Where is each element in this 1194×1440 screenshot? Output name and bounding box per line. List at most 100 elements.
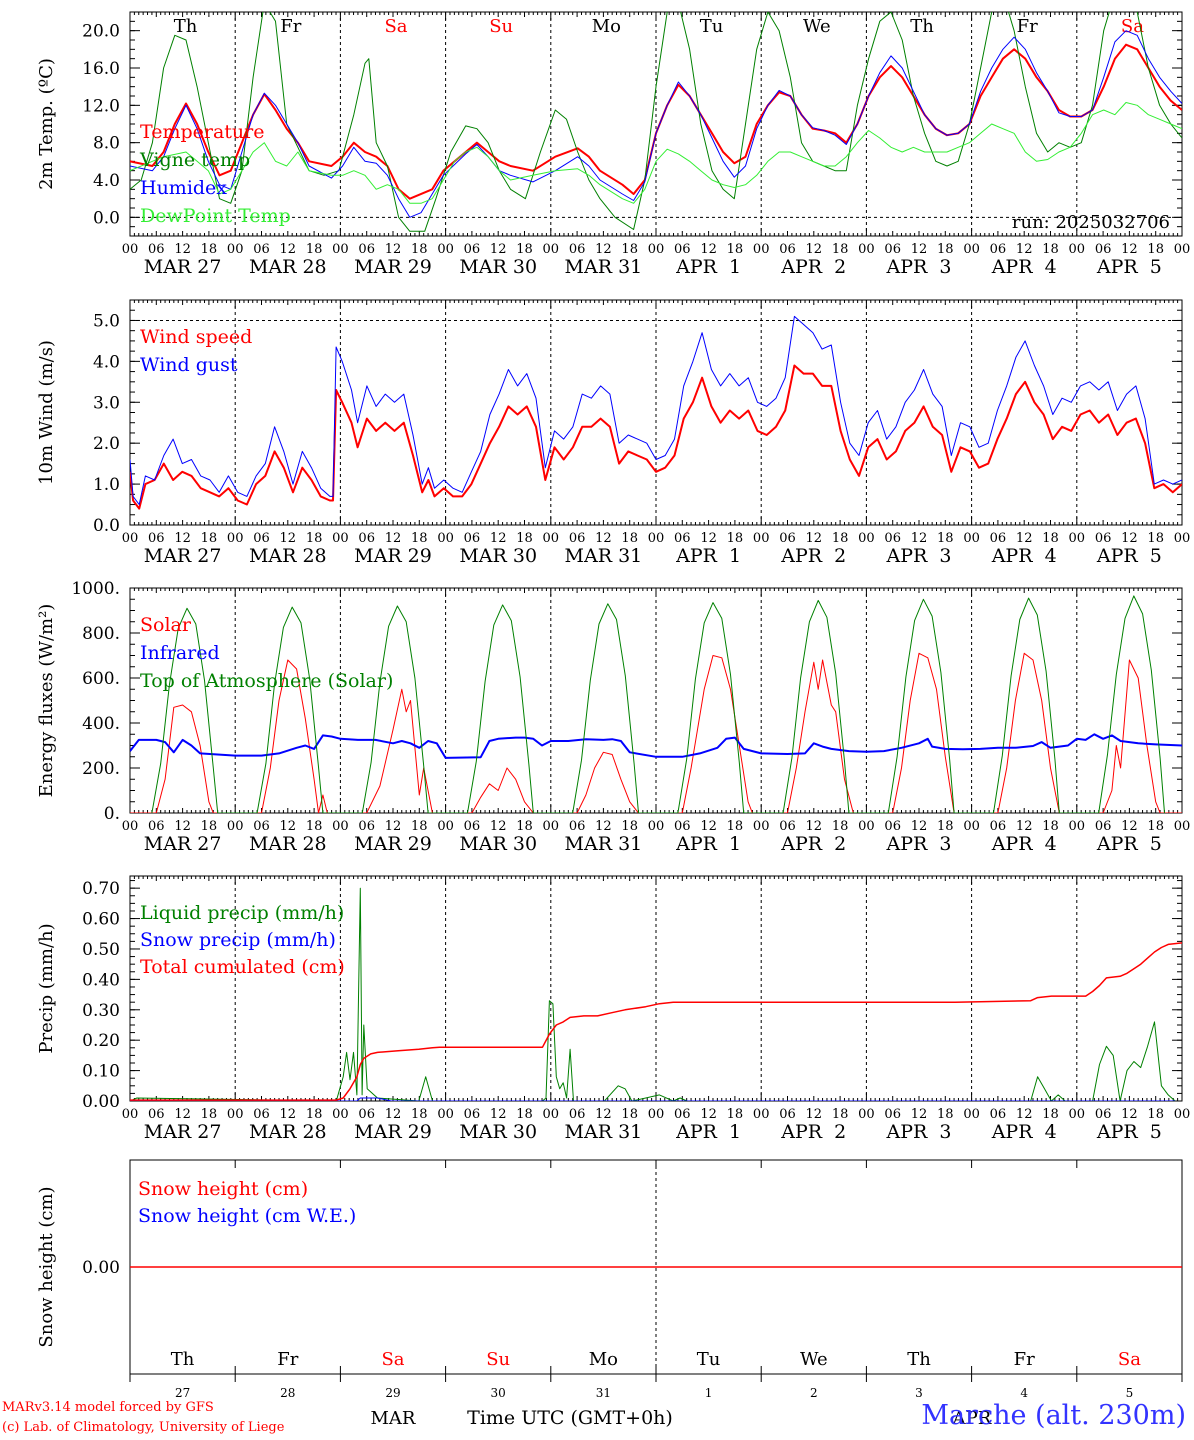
hour-tick-label: 18 <box>832 242 849 257</box>
day-name-label: Sa <box>1121 16 1144 37</box>
hour-tick-label: 12 <box>174 819 191 834</box>
hour-tick-label: 00 <box>122 531 139 546</box>
date-label: APR 1 <box>675 256 741 278</box>
hour-tick-label: 00 <box>227 819 244 834</box>
series-line-total-cumulated-cm- <box>130 942 1182 1101</box>
hour-tick-label: 00 <box>1174 242 1191 257</box>
hour-tick-label: 12 <box>806 1107 823 1122</box>
series-line-vigne-temp <box>130 12 1182 232</box>
y-tick-label: 800. <box>82 624 120 644</box>
legend-entry: Humidex <box>140 177 227 199</box>
y-tick-label: 3.0 <box>93 393 120 413</box>
hour-tick-label: 12 <box>280 1107 297 1122</box>
hour-tick-label: 12 <box>385 1107 402 1122</box>
series-line-dewpoint-temp <box>130 102 1182 204</box>
legend-entry: Top of Atmosphere (Solar) <box>140 670 393 692</box>
hour-tick-label: 06 <box>990 819 1007 834</box>
legend-entry: Snow precip (mm/h) <box>140 929 336 951</box>
y-tick-label: 4.0 <box>93 171 120 191</box>
legend-entry: Snow height (cm) <box>138 1178 308 1200</box>
date-label: APR 1 <box>675 1121 741 1143</box>
hour-tick-label: 00 <box>1174 819 1191 834</box>
legend-entry: Infrared <box>140 642 220 664</box>
date-label: MAR 31 <box>565 256 643 278</box>
hour-tick-label: 12 <box>1016 819 1033 834</box>
hour-tick-label: 18 <box>1147 819 1164 834</box>
date-label: APR 5 <box>1096 545 1162 567</box>
hour-tick-label: 18 <box>937 1107 954 1122</box>
day-name-label: Fr <box>1014 1349 1035 1370</box>
hour-tick-label: 06 <box>990 242 1007 257</box>
y-tick-label: 400. <box>82 714 120 734</box>
hour-tick-label: 18 <box>1042 819 1059 834</box>
date-label: APR 3 <box>886 545 952 567</box>
y-tick-label: 2.0 <box>93 434 120 454</box>
hour-tick-label: 12 <box>1016 242 1033 257</box>
hour-tick-label: 12 <box>911 242 928 257</box>
date-label: APR 3 <box>886 1121 952 1143</box>
hour-tick-label: 06 <box>358 1107 375 1122</box>
hour-tick-label: 06 <box>464 1107 481 1122</box>
date-label: APR 4 <box>991 833 1057 855</box>
hour-tick-label: 18 <box>621 531 638 546</box>
plot-frame <box>129 587 1183 814</box>
series-line-liquid-precip-mm-h- <box>130 887 1176 1101</box>
hour-tick-label: 06 <box>253 1107 270 1122</box>
hour-tick-label: 12 <box>385 819 402 834</box>
legend-entry: DewPoint Temp <box>140 205 291 227</box>
hour-tick-label: 00 <box>437 531 454 546</box>
hour-tick-label: 18 <box>1042 242 1059 257</box>
plot-frame <box>129 11 1183 237</box>
hour-tick-label: 18 <box>201 1107 218 1122</box>
hour-tick-label: 18 <box>832 531 849 546</box>
date-label: APR 5 <box>1096 1121 1162 1143</box>
hour-tick-label: 12 <box>700 242 717 257</box>
day-name-label: We <box>800 1349 828 1370</box>
date-label: MAR 31 <box>565 1121 643 1143</box>
series-line-wind-gust <box>130 315 1182 505</box>
hour-tick-label: 18 <box>411 531 428 546</box>
hour-tick-label: 18 <box>937 819 954 834</box>
legend-entry: Solar <box>140 614 192 636</box>
hour-tick-label: 06 <box>884 242 901 257</box>
hour-tick-label: 00 <box>858 1107 875 1122</box>
day-number-label: 31 <box>596 1386 611 1400</box>
time-axis-label: Time UTC (GMT+0h) <box>467 1407 673 1429</box>
hour-tick-label: 06 <box>358 242 375 257</box>
hour-tick-label: 00 <box>1174 1107 1191 1122</box>
date-label: MAR 30 <box>459 833 537 855</box>
legend-entry: Wind gust <box>140 354 238 376</box>
hour-tick-label: 00 <box>753 531 770 546</box>
date-label: MAR 29 <box>354 1121 432 1143</box>
date-label: MAR 28 <box>249 1121 327 1143</box>
day-number-label: 1 <box>705 1386 713 1400</box>
date-label: APR 1 <box>675 833 741 855</box>
y-tick-label: 0.40 <box>82 970 120 990</box>
day-name-label: Sa <box>381 1349 404 1370</box>
y-tick-label: 4.0 <box>93 352 120 372</box>
hour-tick-label: 00 <box>648 242 665 257</box>
hour-tick-label: 00 <box>543 242 560 257</box>
hour-tick-label: 06 <box>148 531 165 546</box>
legend-entry: Total cumulated (cm) <box>140 956 345 978</box>
hour-tick-label: 18 <box>1147 531 1164 546</box>
y-tick-label: 16.0 <box>82 59 120 79</box>
date-label: APR 3 <box>886 833 952 855</box>
hour-tick-label: 00 <box>858 242 875 257</box>
date-label: MAR 30 <box>459 1121 537 1143</box>
hour-tick-label: 06 <box>674 819 691 834</box>
hour-tick-label: 00 <box>227 242 244 257</box>
hour-tick-label: 18 <box>516 242 533 257</box>
date-label: MAR 27 <box>144 545 222 567</box>
hour-tick-label: 06 <box>253 242 270 257</box>
hour-tick-label: 00 <box>437 1107 454 1122</box>
hour-tick-label: 00 <box>1069 1107 1086 1122</box>
hour-tick-label: 00 <box>122 1107 139 1122</box>
hour-tick-label: 18 <box>621 242 638 257</box>
y-tick-label: 1.0 <box>93 475 120 495</box>
hour-tick-label: 00 <box>963 819 980 834</box>
hour-tick-label: 00 <box>648 1107 665 1122</box>
hour-tick-label: 12 <box>1016 1107 1033 1122</box>
